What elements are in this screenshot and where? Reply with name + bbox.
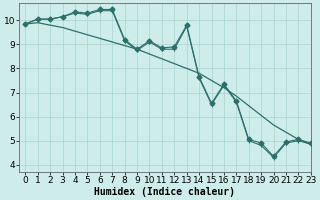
X-axis label: Humidex (Indice chaleur): Humidex (Indice chaleur) [94,186,236,197]
